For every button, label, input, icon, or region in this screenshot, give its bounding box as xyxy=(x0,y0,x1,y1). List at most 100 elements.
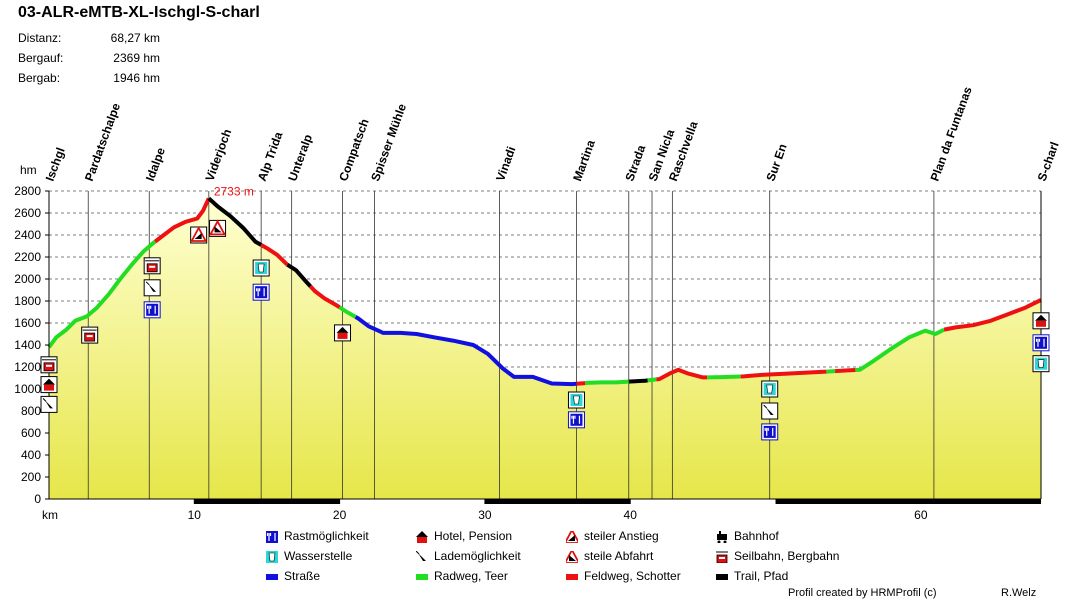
marker-charging xyxy=(40,395,58,413)
profile-segment-bike xyxy=(647,377,657,383)
fork-knife-icon xyxy=(571,415,581,424)
marker-food xyxy=(143,301,161,319)
cablecar-window xyxy=(86,335,93,338)
x-tick-label: 20 xyxy=(333,508,347,522)
marker-charging xyxy=(143,279,161,297)
waypoint-label: Vinadi xyxy=(493,145,518,183)
profile-segment-gravel xyxy=(834,368,856,374)
profile-segment-gravel xyxy=(656,367,708,382)
food-icon xyxy=(570,413,583,426)
plug-icon xyxy=(765,407,774,415)
x-axis-band xyxy=(775,499,1041,504)
food-icon xyxy=(763,425,776,438)
marker-cablecar xyxy=(143,257,161,275)
profile-segment-bike xyxy=(826,369,836,374)
food-icon xyxy=(1035,336,1047,349)
waypoint-label: Spisser Mühle xyxy=(368,101,409,183)
profile-segment-bike xyxy=(855,327,946,372)
marker-charging xyxy=(761,402,779,420)
marker-food xyxy=(252,283,270,301)
y-tick-label: 2800 xyxy=(14,184,41,198)
waypoint-label: Alp Trida xyxy=(255,130,286,183)
stat-descent-value: 1946 hm xyxy=(113,71,160,85)
waypoint-label: Pardatschalpe xyxy=(82,101,123,183)
fork-knife-icon xyxy=(764,427,774,436)
y-tick-label: 1400 xyxy=(14,338,41,352)
marker-water xyxy=(1032,355,1050,373)
marker-food xyxy=(567,411,585,429)
profile-segment-gravel xyxy=(260,243,289,267)
profile-segment-gravel xyxy=(153,197,211,244)
marker-cablecar xyxy=(40,356,58,374)
cup-icon xyxy=(573,395,580,405)
fork-knife-icon xyxy=(256,288,265,297)
profile-segment-gravel xyxy=(576,381,586,386)
page-title: 03-ALR-eMTB-XL-Ischgl-S-charl xyxy=(18,4,260,21)
marker-steep_up xyxy=(190,226,208,244)
marker-steep_down xyxy=(209,219,227,237)
profile-segment-trail xyxy=(286,263,312,288)
waypoint-label: Sur En xyxy=(763,142,789,183)
marker-water xyxy=(567,391,585,409)
roof-icon xyxy=(43,378,55,385)
max-elevation-label: 2733 m xyxy=(214,184,254,198)
profile-segment-bike xyxy=(584,379,629,386)
cablecar-window xyxy=(46,364,52,367)
y-tick-label: 2600 xyxy=(14,206,41,220)
x-axis-band xyxy=(194,499,340,504)
stat-descent-label: Bergab: xyxy=(18,71,61,85)
hotel-icon xyxy=(1036,320,1046,327)
plug-cable xyxy=(145,281,150,286)
plug-icon xyxy=(148,283,157,292)
y-tick-label: 400 xyxy=(21,448,41,462)
cup-icon xyxy=(1037,359,1045,368)
y-tick-label: 800 xyxy=(21,404,41,418)
marker-water xyxy=(761,380,779,398)
y-tick-label: 2400 xyxy=(14,228,41,242)
marker-food xyxy=(761,423,779,441)
stat-distance-label: Distanz: xyxy=(18,31,62,45)
y-tick-label: 1800 xyxy=(14,294,41,308)
y-tick-label: 2200 xyxy=(14,250,41,264)
y-tick-label: 1200 xyxy=(14,360,41,374)
waypoint-label: Strada xyxy=(622,143,648,183)
profile-segment-trail xyxy=(628,378,648,384)
profile-segment-bike xyxy=(707,374,741,380)
roof-icon xyxy=(336,326,349,333)
marker-water xyxy=(252,259,270,277)
y-tick-label: 0 xyxy=(34,492,41,506)
y-axis-label: hm xyxy=(20,163,37,177)
food-icon xyxy=(146,303,159,316)
marker-hotel xyxy=(1032,312,1050,330)
x-tick-label: 40 xyxy=(624,508,638,522)
fork-knife-icon xyxy=(1035,338,1045,347)
profile-segment-gravel xyxy=(943,298,1042,332)
waypoint-label: Viderjoch xyxy=(202,127,234,183)
waypoint-label: S-charl xyxy=(1035,140,1062,183)
food-icon xyxy=(255,286,268,299)
y-tick-label: 1000 xyxy=(14,382,41,396)
y-tick-label: 2000 xyxy=(14,272,41,286)
marker-hotel xyxy=(40,376,58,394)
steep-down-icon xyxy=(209,219,227,236)
marker-hotel xyxy=(334,324,352,342)
waypoint-label: Compatsch xyxy=(336,117,372,183)
profile-segment-road xyxy=(354,315,577,387)
waypoint-label: Plan da Funtanas xyxy=(928,85,975,183)
x-axis-band xyxy=(484,499,631,504)
roof-icon xyxy=(1035,314,1047,321)
x-axis-label: km xyxy=(42,508,58,522)
hotel-icon xyxy=(337,332,348,339)
profile-segment-bike xyxy=(338,305,357,319)
cablecar-window xyxy=(149,265,156,268)
stat-distance-value: 68,27 km xyxy=(110,31,160,45)
profile-segment-gravel xyxy=(309,285,341,309)
cup-icon xyxy=(766,384,774,394)
y-tick-label: 600 xyxy=(21,426,41,440)
x-tick-label: 30 xyxy=(478,508,492,522)
plug-cable xyxy=(763,404,768,409)
marker-food xyxy=(1032,334,1050,352)
hotel-icon xyxy=(44,384,54,391)
waypoint-label: Raschvella xyxy=(666,119,701,183)
